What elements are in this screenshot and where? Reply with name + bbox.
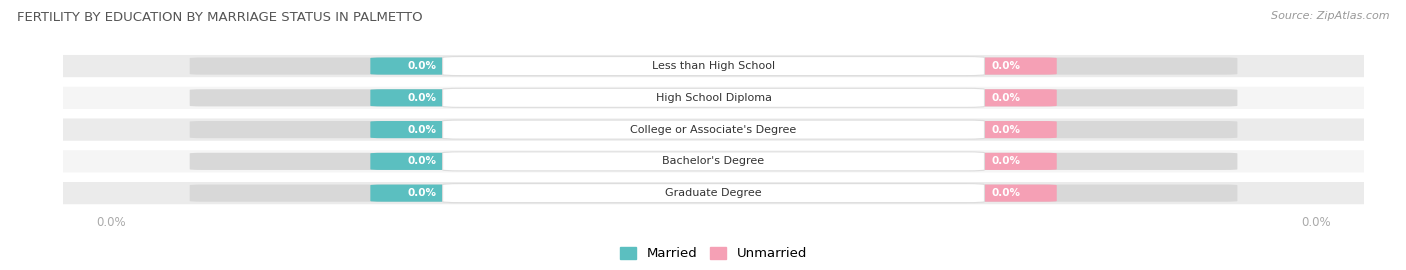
FancyBboxPatch shape [955, 185, 1057, 202]
FancyBboxPatch shape [955, 153, 1237, 170]
Text: 0.0%: 0.0% [991, 188, 1021, 198]
FancyBboxPatch shape [443, 56, 984, 76]
FancyBboxPatch shape [190, 89, 472, 106]
Text: 0.0%: 0.0% [991, 61, 1021, 71]
FancyBboxPatch shape [39, 119, 1388, 141]
FancyBboxPatch shape [39, 55, 1388, 77]
FancyBboxPatch shape [955, 58, 1057, 75]
FancyBboxPatch shape [955, 121, 1057, 138]
FancyBboxPatch shape [39, 150, 1388, 173]
Text: 0.0%: 0.0% [406, 93, 436, 103]
Text: 0.0%: 0.0% [991, 156, 1021, 166]
FancyBboxPatch shape [370, 153, 472, 170]
FancyBboxPatch shape [955, 58, 1237, 75]
FancyBboxPatch shape [955, 153, 1057, 170]
FancyBboxPatch shape [443, 152, 984, 171]
FancyBboxPatch shape [443, 120, 984, 139]
FancyBboxPatch shape [955, 185, 1237, 202]
Text: FERTILITY BY EDUCATION BY MARRIAGE STATUS IN PALMETTO: FERTILITY BY EDUCATION BY MARRIAGE STATU… [17, 11, 422, 24]
FancyBboxPatch shape [370, 121, 472, 138]
FancyBboxPatch shape [190, 153, 472, 170]
Text: College or Associate's Degree: College or Associate's Degree [630, 124, 797, 135]
Text: 0.0%: 0.0% [991, 124, 1021, 135]
Text: 0.0%: 0.0% [406, 188, 436, 198]
Legend: Married, Unmarried: Married, Unmarried [614, 242, 813, 266]
FancyBboxPatch shape [190, 185, 472, 202]
Text: High School Diploma: High School Diploma [655, 93, 772, 103]
FancyBboxPatch shape [370, 89, 472, 106]
FancyBboxPatch shape [190, 58, 472, 75]
FancyBboxPatch shape [39, 87, 1388, 109]
Text: 0.0%: 0.0% [406, 124, 436, 135]
FancyBboxPatch shape [955, 89, 1237, 106]
FancyBboxPatch shape [39, 182, 1388, 204]
FancyBboxPatch shape [370, 185, 472, 202]
FancyBboxPatch shape [955, 121, 1237, 138]
FancyBboxPatch shape [443, 184, 984, 203]
FancyBboxPatch shape [370, 58, 472, 75]
Text: 0.0%: 0.0% [406, 61, 436, 71]
FancyBboxPatch shape [190, 121, 472, 138]
Text: Bachelor's Degree: Bachelor's Degree [662, 156, 765, 166]
Text: Graduate Degree: Graduate Degree [665, 188, 762, 198]
Text: Less than High School: Less than High School [652, 61, 775, 71]
Text: 0.0%: 0.0% [406, 156, 436, 166]
Text: Source: ZipAtlas.com: Source: ZipAtlas.com [1271, 11, 1389, 21]
FancyBboxPatch shape [955, 89, 1057, 106]
Text: 0.0%: 0.0% [991, 93, 1021, 103]
FancyBboxPatch shape [443, 88, 984, 107]
